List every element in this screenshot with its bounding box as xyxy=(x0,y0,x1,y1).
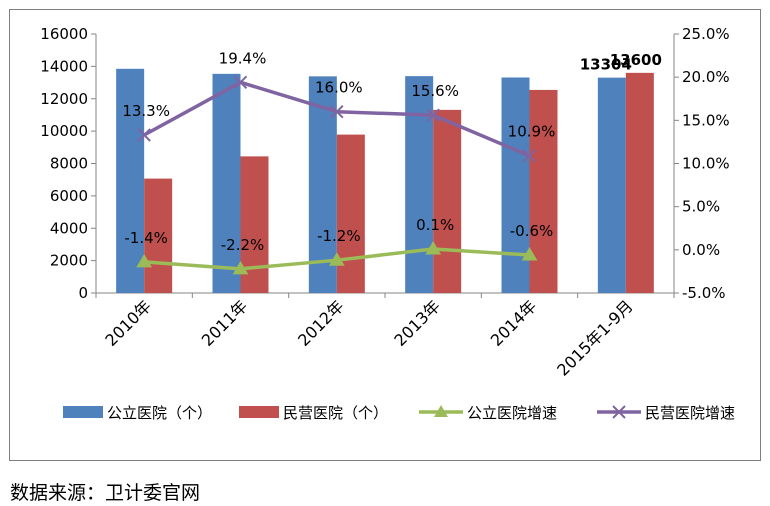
x-tick-label: 2014年 xyxy=(487,296,541,350)
right-tick-label: 15.0% xyxy=(682,111,730,129)
left-tick-label: 16000 xyxy=(40,25,88,43)
bar-private xyxy=(529,89,558,294)
private-growth-label: 13.3% xyxy=(122,102,170,120)
bar-private xyxy=(336,134,365,293)
bar-public xyxy=(597,77,626,293)
bar-public xyxy=(405,76,434,293)
x-tick-label: 2010年 xyxy=(101,296,155,350)
right-tick-label: 0.0% xyxy=(682,241,720,259)
legend-public-bar-swatch xyxy=(63,406,103,418)
public-growth-label: -2.2% xyxy=(221,236,265,254)
x-tick-label: 2012年 xyxy=(294,296,348,350)
legend-private-growth-marker xyxy=(612,405,626,419)
left-tick-label: 14000 xyxy=(40,57,88,75)
legend-public-bar-label: 公立医院（个） xyxy=(107,404,212,422)
private-growth-label: 19.4% xyxy=(219,49,267,67)
left-tick-label: 12000 xyxy=(40,90,88,108)
right-tick-label: 20.0% xyxy=(682,68,730,86)
public-growth-label: -1.2% xyxy=(317,227,361,245)
private-growth-marker xyxy=(426,108,440,122)
left-tick-label: 0 xyxy=(78,284,88,302)
x-tick-label: 2015年1-9月 xyxy=(553,296,636,379)
legend-private-bar-swatch xyxy=(239,406,279,418)
public-growth-marker xyxy=(425,240,442,255)
left-tick-label: 10000 xyxy=(40,122,88,140)
bar-private xyxy=(144,178,173,293)
legend-public-growth-label: 公立医院增速 xyxy=(467,404,557,422)
legend-private-bar-label: 民营医院（个） xyxy=(283,404,388,422)
public-growth-marker xyxy=(136,253,153,268)
bar-value-label: 13600 xyxy=(610,51,662,69)
bar-value-label: 13304 xyxy=(580,56,632,74)
private-growth-marker xyxy=(137,128,151,142)
left-tick-label: 2000 xyxy=(50,252,88,270)
right-tick-label: 5.0% xyxy=(682,198,720,216)
legend-public-growth-marker xyxy=(434,405,448,417)
x-tick-label: 2011年 xyxy=(198,296,252,350)
public-growth-label: -1.4% xyxy=(124,229,168,247)
hospital-count-chart: 0 2000 4000 6000 8000 10000 12000 14000 16000 -5.… xyxy=(40,25,735,422)
chart-frame: 0 2000 4000 6000 8000 10000 12000 14000 16000 -5.… xyxy=(9,9,761,461)
bar-public xyxy=(212,73,241,293)
public-growth-marker xyxy=(328,252,345,266)
private-growth-label: 10.9% xyxy=(508,123,556,141)
left-tick-label: 8000 xyxy=(50,155,88,173)
x-tick-label: 2013年 xyxy=(390,296,444,350)
public-growth-label: 0.1% xyxy=(416,216,454,234)
private-growth-marker xyxy=(522,149,537,163)
left-tick-label: 4000 xyxy=(50,219,88,237)
public-growth-marker xyxy=(521,247,538,261)
right-tick-label: -5.0% xyxy=(682,284,726,302)
public-growth-label: -0.6% xyxy=(510,222,554,240)
bar-public xyxy=(116,68,145,293)
right-tick-label: 10.0% xyxy=(682,155,730,173)
private-growth-marker xyxy=(233,75,248,90)
legend-private-growth-label: 民营医院增速 xyxy=(645,404,735,422)
bar-public xyxy=(308,76,337,293)
right-tick-label: 25.0% xyxy=(682,25,730,43)
bar-public xyxy=(501,77,530,294)
public-growth-marker xyxy=(232,260,249,275)
source-note: 数据来源：卫计委官网 xyxy=(10,482,201,504)
left-tick-label: 6000 xyxy=(50,187,88,205)
private-growth-label: 15.6% xyxy=(411,82,459,100)
bar-private xyxy=(625,72,654,293)
private-growth-label: 16.0% xyxy=(315,79,363,97)
bar-private xyxy=(433,109,462,293)
private-growth-marker xyxy=(330,104,344,119)
